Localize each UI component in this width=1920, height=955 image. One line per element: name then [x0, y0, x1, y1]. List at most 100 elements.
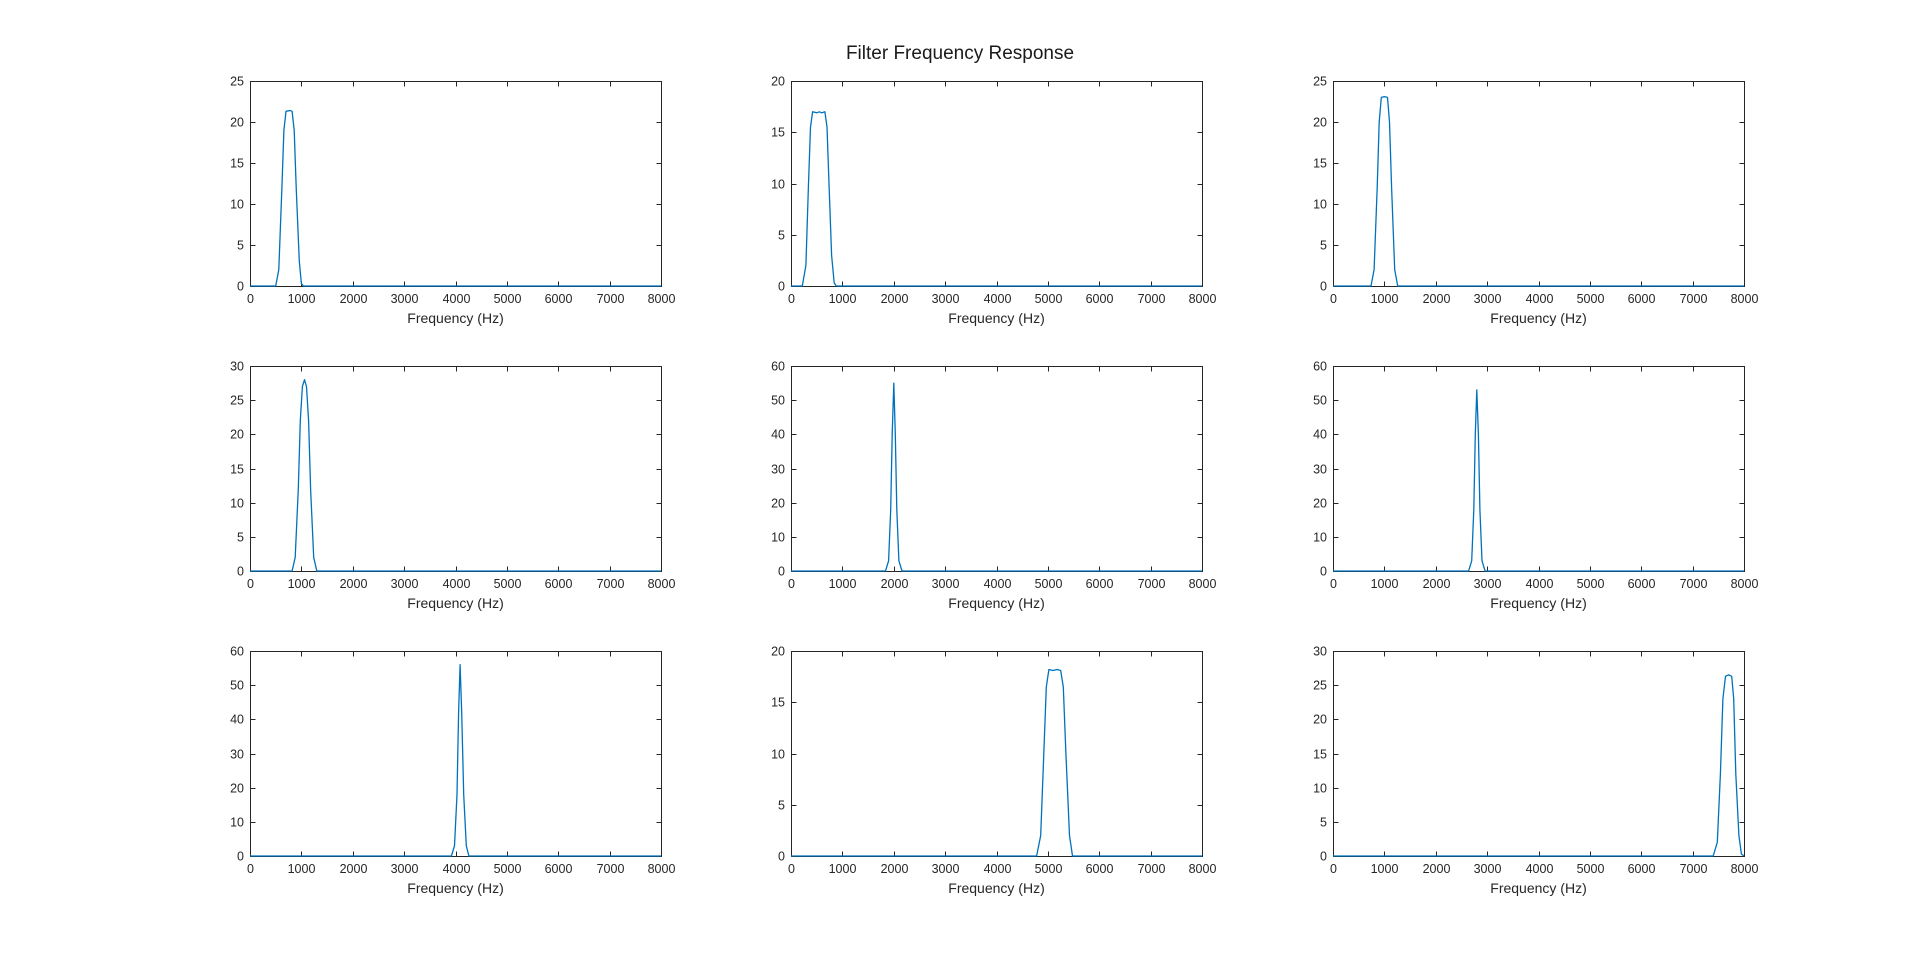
x-axis-label: Frequency (Hz) — [1490, 595, 1586, 611]
subplot-9: 0 1000 2000 3000 4000 5000 6000 7000 8000 0 5 10 15 2… — [1313, 645, 1758, 897]
subplot-grid: 0 1000 2000 3000 4000 5000 6000 7000 80000510152… — [230, 75, 1758, 897]
x-tick-label: 4000 — [984, 292, 1012, 306]
x-tick-label: 4000 — [443, 862, 471, 876]
x-axis-label: Frequency (Hz) — [948, 880, 1044, 896]
x-tick-label: 6000 — [1628, 292, 1656, 306]
x-tick-label: 0 — [247, 292, 254, 306]
subplot-4: 0 1000 2000 3000 4000 5000 6000 7000 8000 0 5 10 15 2… — [230, 360, 675, 612]
x-tick-label: 6000 — [1086, 862, 1114, 876]
y-tick-label: 10 — [1313, 198, 1327, 212]
x-tick-label: 7000 — [1138, 577, 1166, 591]
y-tick-label: 10 — [771, 178, 785, 192]
x-tick-label: 3000 — [932, 292, 960, 306]
y-tick-label: 30 — [230, 360, 244, 374]
x-tick-label: 0 — [1330, 862, 1337, 876]
y-tick-label: 10 — [230, 198, 244, 212]
x-tick-label: 7000 — [1680, 862, 1708, 876]
x-tick-label: 8000 — [648, 577, 676, 591]
x-tick-label: 5000 — [1035, 292, 1063, 306]
subplot-8: 0 1000 2000 3000 4000 5000 6000 7000 8000 0 5 10 15 2… — [771, 645, 1216, 897]
y-tick-label: 10 — [1313, 782, 1327, 796]
y-tick-label: 40 — [230, 713, 244, 727]
x-tick-label: 1000 — [288, 292, 316, 306]
y-tick-label: 10 — [771, 531, 785, 545]
x-tick-label: 7000 — [1680, 292, 1708, 306]
x-tick-label: 3000 — [1474, 862, 1502, 876]
y-tick-label: 20 — [771, 75, 785, 89]
x-tick-label: 0 — [788, 577, 795, 591]
y-tick-label: 25 — [1313, 679, 1327, 693]
x-tick-label: 6000 — [545, 862, 573, 876]
y-tick-label: 10 — [1313, 531, 1327, 545]
x-tick-label: 2000 — [1423, 292, 1451, 306]
x-tick-label: 6000 — [545, 577, 573, 591]
x-tick-label: 8000 — [1731, 577, 1759, 591]
y-tick-label: 15 — [1313, 748, 1327, 762]
y-tick-label: 0 — [778, 565, 785, 579]
x-axis-label: Frequency (Hz) — [948, 595, 1044, 611]
x-tick-label: 0 — [247, 577, 254, 591]
x-tick-label: 1000 — [288, 862, 316, 876]
x-tick-label: 7000 — [1138, 292, 1166, 306]
y-tick-label: 50 — [771, 394, 785, 408]
figure-title: Filter Frequency Response — [846, 43, 1074, 64]
x-tick-label: 0 — [788, 862, 795, 876]
y-tick-label: 5 — [237, 239, 244, 253]
x-tick-label: 1000 — [829, 577, 857, 591]
x-tick-label: 2000 — [881, 577, 909, 591]
y-tick-label: 25 — [230, 75, 244, 89]
response-curve — [250, 109, 661, 287]
y-tick-label: 40 — [771, 428, 785, 442]
y-tick-label: 0 — [1320, 565, 1327, 579]
y-tick-label: 5 — [1320, 239, 1327, 253]
x-axis-label: Frequency (Hz) — [948, 310, 1044, 326]
subplot-1: 0 1000 2000 3000 4000 5000 6000 7000 8000 0 5 10 15 2… — [230, 75, 675, 327]
x-tick-label: 8000 — [648, 292, 676, 306]
y-tick-label: 10 — [771, 748, 785, 762]
x-tick-label: 3000 — [932, 862, 960, 876]
y-tick-label: 30 — [230, 748, 244, 762]
x-tick-label: 1000 — [829, 292, 857, 306]
response-curve — [1333, 389, 1744, 572]
y-tick-label: 0 — [1320, 850, 1327, 864]
x-tick-label: 3000 — [932, 577, 960, 591]
response-curve — [250, 664, 661, 857]
subplot-7: 0 1000 2000 3000 4000 5000 6000 7000 8000 0 10 20 30… — [230, 645, 675, 897]
x-tick-label: 7000 — [597, 292, 625, 306]
x-tick-label: 5000 — [494, 577, 522, 591]
response-curve — [1333, 95, 1744, 287]
x-tick-label: 0 — [247, 862, 254, 876]
y-tick-label: 20 — [771, 645, 785, 659]
x-axis-label: Frequency (Hz) — [407, 595, 503, 611]
x-axis-label: Frequency (Hz) — [1490, 880, 1586, 896]
x-axis-label: Frequency (Hz) — [407, 310, 503, 326]
x-tick-label: 5000 — [1577, 577, 1605, 591]
x-tick-label: 8000 — [648, 862, 676, 876]
x-tick-label: 6000 — [1086, 577, 1114, 591]
y-tick-label: 10 — [230, 816, 244, 830]
x-tick-label: 0 — [1330, 292, 1337, 306]
x-tick-label: 2000 — [1423, 862, 1451, 876]
y-tick-label: 30 — [1313, 463, 1327, 477]
y-tick-label: 20 — [1313, 116, 1327, 130]
y-tick-label: 25 — [230, 394, 244, 408]
response-curve — [791, 111, 1202, 287]
y-tick-label: 30 — [1313, 645, 1327, 659]
x-tick-label: 3000 — [1474, 577, 1502, 591]
axes-box — [250, 81, 662, 287]
x-tick-label: 5000 — [1035, 862, 1063, 876]
y-tick-label: 15 — [230, 157, 244, 171]
y-tick-label: 30 — [771, 463, 785, 477]
x-tick-label: 4000 — [1526, 292, 1554, 306]
y-tick-label: 0 — [237, 280, 244, 294]
x-tick-label: 1000 — [1371, 292, 1399, 306]
response-curve — [791, 382, 1202, 572]
subplot-6: 0 1000 2000 3000 4000 5000 6000 7000 8000 0 10 20 30… — [1313, 360, 1758, 612]
x-tick-label: 8000 — [1731, 292, 1759, 306]
response-curve — [250, 379, 661, 572]
y-tick-label: 0 — [778, 280, 785, 294]
y-tick-label: 0 — [1320, 280, 1327, 294]
x-tick-label: 4000 — [1526, 577, 1554, 591]
x-tick-label: 3000 — [391, 862, 419, 876]
y-tick-label: 60 — [1313, 360, 1327, 374]
